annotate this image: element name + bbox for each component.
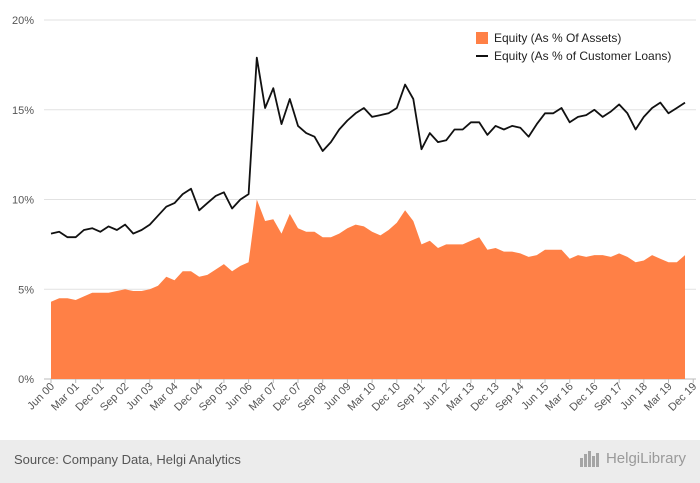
y-tick-label: 0% (18, 374, 34, 386)
x-tick-label: Sep 05 (197, 381, 230, 414)
legend-label-equity-loans: Equity (As % of Customer Loans) (494, 49, 671, 63)
library-icon (579, 450, 602, 467)
x-tick-label: Dec 19 (666, 381, 699, 414)
x-tick-label: Sep 02 (98, 381, 131, 414)
series-area-equity-assets (51, 199, 685, 379)
chart-footer: Source: Company Data, Helgi Analytics He… (0, 440, 700, 483)
x-tick-label: Sep 08 (296, 381, 329, 414)
legend-label-equity-assets: Equity (As % Of Assets) (494, 31, 621, 45)
series-line-equity-loans (50, 56, 686, 239)
y-tick-label: 15% (12, 105, 34, 117)
brand-name: HelgiLibrary (605, 450, 686, 467)
x-tick-label: Sep 17 (592, 381, 625, 414)
y-tick-label: 5% (18, 284, 34, 296)
x-tick-label: Sep 14 (493, 381, 526, 414)
x-tick-label: Sep 11 (395, 381, 428, 414)
chart-area: 0% 5% 10% 15% 20% Jun 00 Mar 01 Dec 01 Sep 02 Jun… (11, 15, 700, 414)
y-tick-label: 20% (12, 15, 34, 27)
brand-logo: HelgiLibrary (579, 450, 686, 467)
y-tick-label: 10% (12, 195, 34, 207)
legend-swatch-equity-assets (476, 32, 488, 44)
source-note: Source: Company Data, Helgi Analytics (14, 452, 241, 467)
